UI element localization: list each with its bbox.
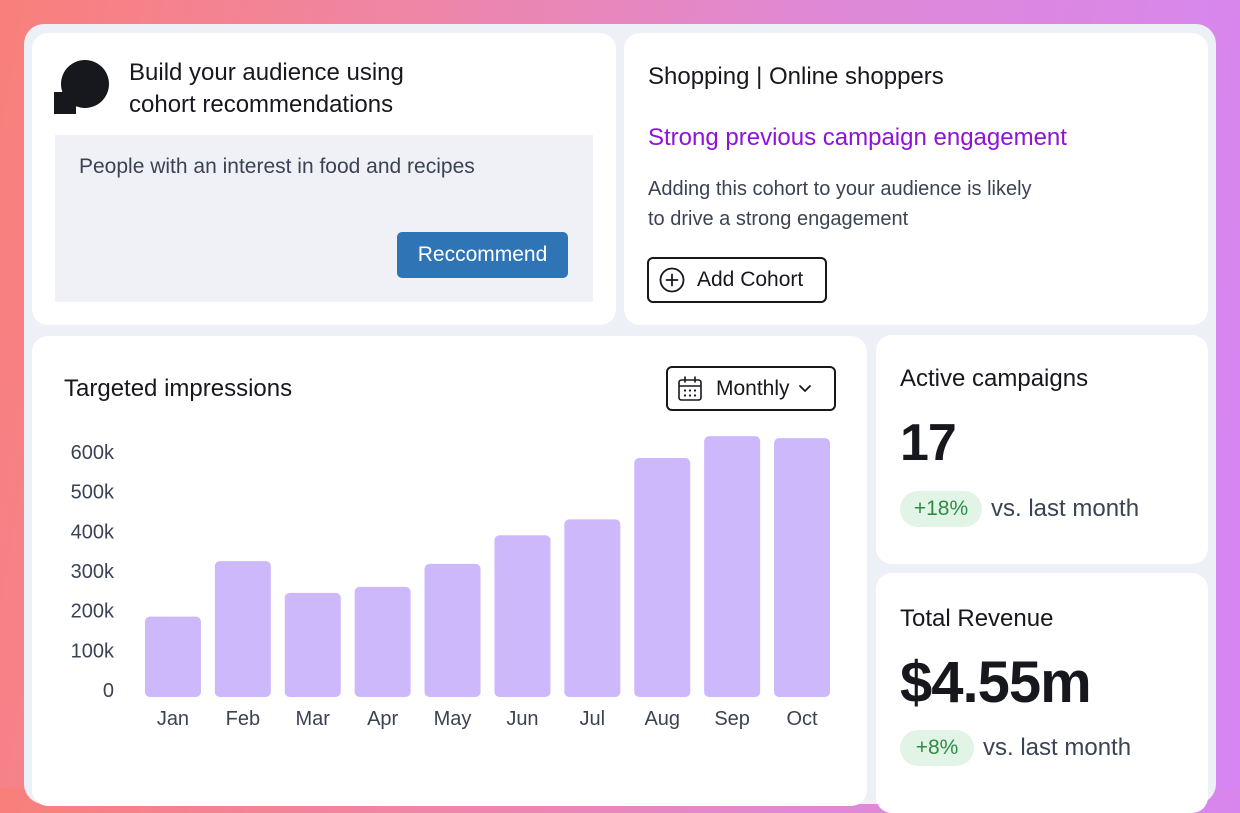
active-campaigns-change-badge: +18% <box>900 491 982 527</box>
cohort-suggestion-card: Shopping | Online shoppers Strong previo… <box>624 33 1208 325</box>
total-revenue-card: Total Revenue $4.55m +8% vs. last month <box>876 573 1208 813</box>
x-tick-label: Jul <box>580 708 606 730</box>
total-revenue-label: Total Revenue <box>900 605 1054 632</box>
cohort-card-title-line1: Build your audience using <box>129 59 404 86</box>
cohort-description-line2: to drive a strong engagement <box>648 208 909 230</box>
total-revenue-comparison: vs. last month <box>983 734 1132 761</box>
active-campaigns-card: Active campaigns 17 +18% vs. last month <box>876 335 1208 564</box>
audience-prompt-box[interactable]: People with an interest in food and reci… <box>55 135 593 302</box>
bar-oct[interactable] <box>774 438 831 697</box>
add-cohort-label: Add Cohort <box>697 268 804 291</box>
y-tick-label: 600k <box>71 442 115 464</box>
period-dropdown[interactable]: Monthly <box>666 366 836 411</box>
bar-apr[interactable] <box>354 586 411 697</box>
x-tick-label: Jan <box>157 708 189 730</box>
impressions-bar-chart: 0 100k 200k 300k 400k 500k 600k Jan Feb Mar Apr May… <box>71 436 831 730</box>
x-tick-label: Jun <box>506 708 538 730</box>
active-campaigns-value: 17 <box>900 414 957 472</box>
chart-title: Targeted impressions <box>64 375 293 402</box>
y-tick-label: 100k <box>71 640 115 662</box>
active-campaigns-comparison: vs. last month <box>991 495 1140 522</box>
bar-jun[interactable] <box>494 535 551 697</box>
total-revenue-change-badge: +8% <box>900 730 974 766</box>
bar-may[interactable] <box>424 563 481 697</box>
total-revenue-value: $4.55m <box>900 650 1092 715</box>
period-dropdown-label: Monthly <box>716 376 790 400</box>
y-tick-label: 0 <box>103 680 114 702</box>
bar-jan[interactable] <box>144 616 201 697</box>
brand-logo-icon <box>54 60 109 114</box>
x-tick-label: May <box>434 708 472 730</box>
audience-prompt-text: People with an interest in food and reci… <box>79 155 475 178</box>
y-tick-label: 300k <box>71 561 115 583</box>
bar-jul[interactable] <box>564 519 621 697</box>
cohort-description: Adding this cohort to your audience is l… <box>648 174 1108 234</box>
x-tick-label: Sep <box>714 708 750 730</box>
cohort-recommendation-card: Build your audience using cohort recomme… <box>32 33 616 325</box>
x-tick-label: Oct <box>786 708 818 730</box>
y-tick-label: 500k <box>71 482 115 504</box>
bar-mar[interactable] <box>284 592 341 697</box>
active-campaigns-label: Active campaigns <box>900 365 1089 392</box>
bar-sep[interactable] <box>704 436 761 697</box>
x-tick-label: Feb <box>226 708 260 730</box>
cohort-description-line1: Adding this cohort to your audience is l… <box>648 178 1032 200</box>
x-tick-label: Apr <box>367 708 398 730</box>
y-tick-label: 200k <box>71 601 115 623</box>
plus-circle-icon <box>659 267 685 293</box>
cohort-card-title: Build your audience using cohort recomme… <box>129 57 549 121</box>
cohort-card-title-line2: cohort recommendations <box>129 91 394 118</box>
x-tick-label: Mar <box>296 708 331 730</box>
cohort-headline: Strong previous campaign engagement <box>648 124 1067 151</box>
cohort-title: Shopping | Online shoppers <box>648 63 944 90</box>
x-tick-label: Aug <box>644 708 680 730</box>
chevron-down-icon <box>798 384 811 392</box>
y-tick-label: 400k <box>71 521 115 543</box>
add-cohort-button[interactable]: Add Cohort <box>647 257 827 303</box>
recommend-button[interactable]: Reccommend <box>397 232 568 278</box>
bar-feb[interactable] <box>214 561 271 697</box>
bar-aug[interactable] <box>634 457 691 697</box>
targeted-impressions-card: 0 100k 200k 300k 400k 500k 600k Jan Feb Mar Apr May… <box>32 336 867 806</box>
calendar-icon <box>678 375 702 401</box>
